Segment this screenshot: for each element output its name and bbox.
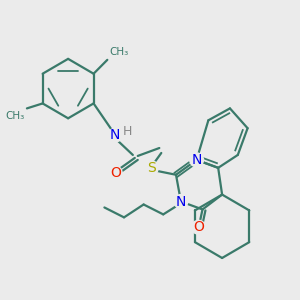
Text: CH₃: CH₃	[6, 111, 25, 122]
Text: O: O	[193, 220, 204, 234]
Text: O: O	[110, 166, 121, 180]
Text: H: H	[122, 125, 132, 138]
Text: N: N	[191, 153, 202, 167]
Circle shape	[145, 161, 158, 175]
Circle shape	[108, 166, 122, 180]
Circle shape	[108, 128, 122, 142]
Circle shape	[174, 195, 188, 208]
Circle shape	[190, 153, 203, 167]
Text: CH₃: CH₃	[109, 47, 128, 57]
Circle shape	[120, 124, 134, 138]
Text: N: N	[110, 128, 120, 142]
Text: N: N	[176, 194, 186, 208]
Text: S: S	[147, 161, 156, 175]
Circle shape	[192, 220, 206, 234]
